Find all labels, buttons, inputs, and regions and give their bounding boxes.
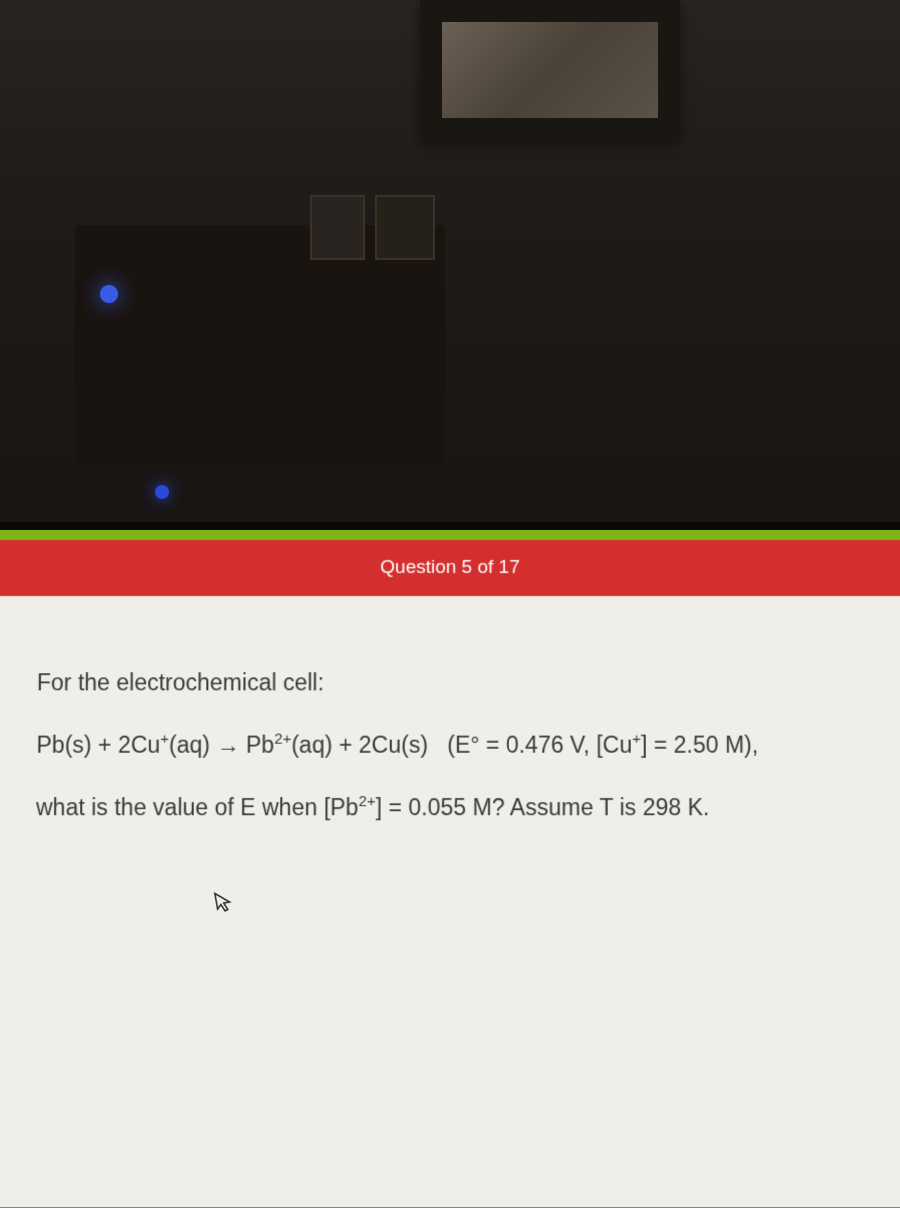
question-intro-line: For the electrochemical cell: <box>37 666 863 698</box>
quiz-progress-bar <box>0 530 900 540</box>
background-photo-region <box>0 0 900 530</box>
reaction-arrow: → <box>216 732 239 758</box>
laptop-bezel-edge <box>0 522 900 530</box>
reaction-rhs: Pb2+(aq) + 2Cu(s) <box>246 732 428 758</box>
wall-picture-content <box>442 22 658 118</box>
given-values: (E° = 0.476 V, [Cu+] = 2.50 M), <box>434 732 758 758</box>
prompt-text: what is the value of E when [Pb2+] = 0.0… <box>36 794 710 820</box>
reaction-lhs: Pb(s) + 2Cu+(aq) <box>36 732 210 758</box>
question-header-bar: Question 5 of 17 <box>0 540 900 596</box>
quiz-screen: Question 5 of 17 For the electrochemical… <box>0 530 900 1208</box>
temperature-value: 298 K <box>643 794 704 820</box>
cu-concentration: 2.50 M <box>674 732 745 758</box>
pb-concentration: 0.055 M <box>408 794 492 820</box>
question-counter-label: Question 5 of 17 <box>380 557 520 579</box>
reaction-equation-line: Pb(s) + 2Cu+(aq) → Pb2+(aq) + 2Cu(s) (E°… <box>36 729 863 761</box>
intro-text: For the electrochemical cell: <box>37 669 324 695</box>
question-prompt-line: what is the value of E when [Pb2+] = 0.0… <box>36 791 864 823</box>
question-content-area: For the electrochemical cell: Pb(s) + 2C… <box>0 596 900 1207</box>
dresser-furniture <box>75 225 445 465</box>
wall-picture-frame <box>420 0 680 140</box>
blue-led-light-1 <box>100 285 118 303</box>
e-standard-value: 0.476 V <box>506 732 584 758</box>
blue-led-light-2 <box>155 485 169 499</box>
dresser-item-1 <box>310 195 365 260</box>
dresser-item-2 <box>375 195 435 260</box>
